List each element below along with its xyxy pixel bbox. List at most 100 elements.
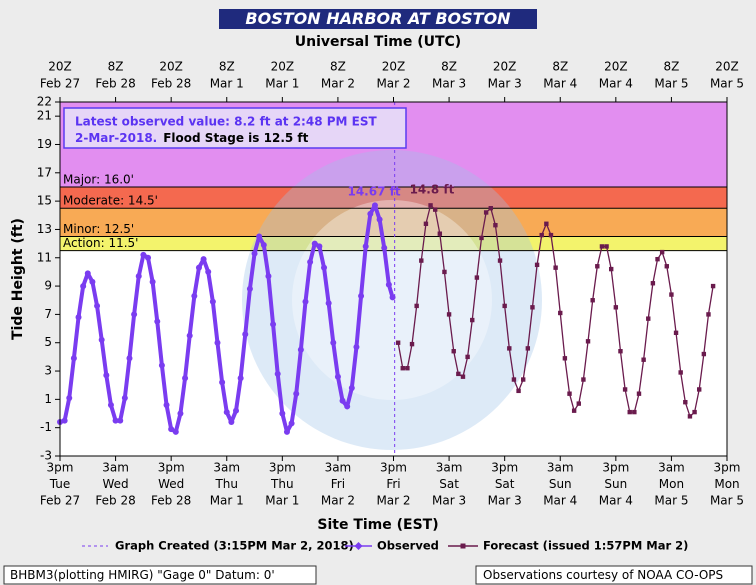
y-tick-label: 7 [44, 307, 52, 321]
forecast-point [567, 391, 572, 396]
top-x-tick-label: Mar 3 [432, 77, 466, 91]
observed-point [362, 243, 369, 250]
forecast-point [609, 266, 614, 272]
forecast-point [599, 244, 605, 249]
y-tick-label: 1 [44, 392, 52, 406]
y-tick-label: 21 [37, 109, 52, 123]
observed-point [376, 216, 383, 223]
forecast-point [516, 388, 521, 394]
y-tick-label: 5 [44, 335, 52, 349]
legend-marker [354, 542, 363, 550]
observed-point [228, 419, 235, 426]
observed-point [367, 210, 374, 217]
forecast-point [428, 203, 433, 208]
forecast-point [405, 366, 410, 371]
footer-box [475, 565, 753, 585]
top-x-tick-label: 20Z [493, 60, 517, 74]
observed-point [121, 394, 128, 401]
forecast-point [646, 316, 651, 321]
observed-point [107, 402, 114, 409]
x-tick-label: 3am [547, 461, 574, 475]
forecast-point [456, 371, 461, 377]
top-x-tick-label: 8Z [552, 60, 568, 74]
x-tick-label: Mar 1 [265, 494, 299, 508]
forecast-point [562, 356, 568, 361]
peak-label: 14.8 ft [410, 182, 455, 196]
x-tick-label: 3am [436, 461, 463, 475]
observed-point [219, 379, 226, 386]
forecast-point [497, 258, 503, 263]
y-tick-label: 15 [37, 194, 52, 208]
forecast-point [585, 339, 591, 344]
observed-point [117, 417, 124, 424]
y-tick-label: 13 [37, 222, 52, 236]
observed-point [246, 285, 253, 292]
forecast-point [451, 349, 456, 354]
y-tick-label: 3 [44, 364, 52, 378]
observed-point [70, 355, 77, 362]
forecast-point [604, 244, 609, 249]
x-tick-label: Sat [439, 477, 459, 491]
forecast-point [581, 377, 586, 382]
observed-point [288, 420, 295, 427]
x-tick-label: Mar 2 [376, 494, 410, 508]
observed-point [311, 240, 318, 247]
top-x-tick-label: 8Z [330, 60, 346, 74]
forecast-point [502, 303, 507, 309]
observed-point [274, 370, 281, 377]
top-x-tick-label: 8Z [441, 60, 457, 74]
observed-point [279, 410, 286, 417]
x-tick-label: Wed [158, 477, 184, 491]
x-tick-label: 3pm [47, 461, 74, 475]
observed-point [242, 331, 249, 338]
x-tick-label: Mon [714, 477, 739, 491]
forecast-point [655, 256, 660, 262]
top-x-tick-label: 8Z [663, 60, 679, 74]
top-x-tick-label: Mar 5 [710, 77, 744, 91]
x-tick-label: 3pm [269, 461, 296, 475]
forecast-point [710, 283, 716, 289]
info-flood: Flood Stage is 12.5 ft [163, 131, 308, 145]
x-tick-label: Mar 3 [488, 494, 522, 508]
observed-point [283, 428, 290, 435]
observed-point [330, 339, 337, 346]
top-x-tick-label: Mar 3 [488, 77, 522, 91]
plot-border [59, 101, 728, 457]
observed-point [344, 403, 351, 410]
x-tick-label: Fri [331, 477, 345, 491]
y-tick-label: 9 [44, 279, 52, 293]
top-x-tick-label: 20Z [48, 60, 72, 74]
legend-label: Observed [377, 539, 439, 553]
forecast-point [419, 258, 424, 263]
top-x-tick-label: Mar 5 [654, 77, 688, 91]
flood-band [60, 208, 727, 237]
x-tick-label: 3am [213, 461, 240, 475]
forecast-point [590, 298, 595, 303]
observed-point [353, 343, 360, 350]
top-x-tick-label: 20Z [159, 60, 183, 74]
top-x-tick-label: 20Z [382, 60, 406, 74]
y-tick-label: -3 [40, 449, 52, 463]
observed-point [307, 259, 314, 266]
info-box [63, 107, 407, 149]
observed-point [112, 417, 119, 424]
forecast-point [395, 340, 401, 345]
x-tick-label: Fri [386, 477, 400, 491]
forecast-point [627, 409, 632, 415]
forecast-point [692, 409, 697, 415]
x-tick-label: Feb 28 [151, 494, 191, 508]
top-x-tick-label: Mar 4 [543, 77, 577, 91]
x-tick-label: Mar 4 [599, 494, 633, 508]
flood-band [60, 236, 727, 251]
x-axis-title: Site Time (EST) [317, 517, 438, 533]
x-tick-label: 3pm [602, 461, 629, 475]
forecast-point [470, 317, 475, 323]
x-tick-label: Feb 28 [95, 494, 135, 508]
forecast-point [511, 377, 517, 382]
observed-point [385, 281, 392, 288]
forecast-point [400, 366, 405, 371]
observed-point [209, 298, 216, 305]
forecast-point [571, 408, 577, 413]
observed-point [260, 242, 267, 249]
forecast-point [558, 310, 563, 316]
